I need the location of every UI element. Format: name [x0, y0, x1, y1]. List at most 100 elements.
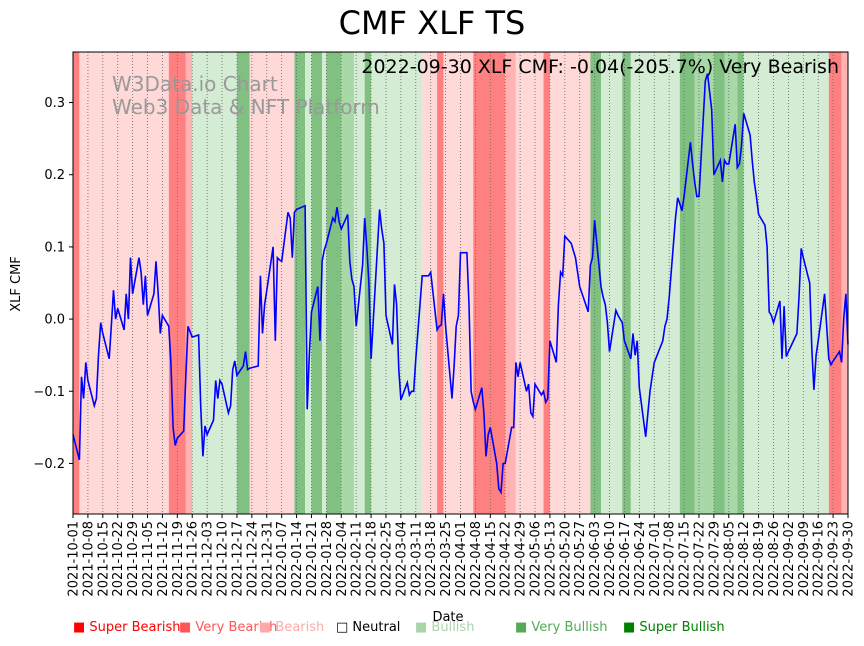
x-tick-label: 2022-01-28 — [320, 521, 335, 597]
regime-band-super_bullish — [737, 52, 744, 514]
x-tick-label: 2022-04-01 — [454, 521, 469, 597]
regime-band-super_bearish — [828, 52, 842, 514]
x-tick-label: 2021-11-19 — [171, 521, 186, 597]
x-tick-label: 2022-07-29 — [707, 521, 722, 597]
x-tick-label: 2022-05-06 — [529, 521, 544, 597]
chart-annotation: 2022-09-30 XLF CMF: -0.04(-205.7%) Very … — [361, 56, 839, 78]
x-tick-label: 2022-05-20 — [558, 521, 573, 597]
x-tick-label: 2021-11-26 — [186, 521, 201, 597]
y-axis-label: XLF CMF — [9, 256, 24, 312]
regime-band-very_bullish — [724, 52, 738, 514]
x-tick-label: 2022-05-27 — [573, 521, 588, 597]
x-axis-label: Date — [432, 610, 463, 625]
x-tick-label: 2022-09-09 — [797, 521, 812, 597]
regime-band-super_bullish — [311, 52, 323, 514]
y-tick-label: 0.3 — [44, 96, 65, 111]
regime-band-super_bullish — [236, 52, 250, 514]
regime-band-very_bullish — [694, 52, 714, 514]
x-tick-label: 2021-12-17 — [230, 521, 245, 597]
y-tick-label: −0.1 — [33, 385, 65, 400]
x-tick-label: 2022-07-15 — [678, 521, 693, 597]
legend-item: ■ Super Bullish — [623, 620, 725, 635]
y-tick-label: 0.1 — [44, 240, 65, 255]
x-tick-label: 2021-10-15 — [96, 521, 111, 597]
legend-item: ■ Bearish — [259, 620, 324, 635]
regime-bands — [73, 52, 848, 514]
legend-label: Bullish — [431, 620, 475, 635]
regime-band-bullish — [192, 52, 237, 514]
regime-band-super_bullish — [679, 52, 695, 514]
x-tick-label: 2022-03-11 — [409, 521, 424, 597]
watermark-line-2: Web3 Data & NFT Platform — [112, 95, 380, 119]
regime-band-super_bearish — [437, 52, 444, 514]
x-tick-label: 2021-11-05 — [141, 521, 156, 597]
x-tick-label: 2021-10-08 — [81, 521, 96, 597]
legend-swatch: ■ — [415, 620, 432, 635]
legend-item: ■ Very Bullish — [515, 620, 607, 635]
regime-band-bullish — [322, 52, 327, 514]
legend-swatch: □ — [336, 620, 353, 635]
legend-label: Super Bullish — [639, 620, 725, 635]
x-tick-label: 2022-02-25 — [379, 521, 394, 597]
x-tick-label: 2022-07-01 — [648, 521, 663, 597]
x-tick-label: 2021-12-10 — [216, 521, 231, 597]
x-axis: 2021-10-01 2021-10-08 2021-10-15 2021-10-22… — [67, 514, 857, 597]
regime-band-super_bullish — [713, 52, 725, 514]
x-tick-label: 2022-02-04 — [335, 521, 350, 597]
x-tick-label: 2021-12-03 — [201, 521, 216, 597]
y-tick-label: 0.2 — [44, 168, 65, 183]
legend-swatch: ■ — [73, 620, 90, 635]
y-axis: −0.2 −0.1 0.0 0.1 0.2 0.3 — [33, 96, 73, 472]
regime-band-bullish — [371, 52, 423, 514]
x-tick-label: 2021-12-24 — [245, 521, 260, 597]
x-tick-label: 2022-08-12 — [737, 521, 752, 597]
x-tick-label: 2022-03-25 — [439, 521, 454, 597]
y-tick-label: 0.0 — [44, 313, 65, 328]
x-tick-label: 2021-12-31 — [260, 521, 275, 597]
series-line — [72, 73, 849, 495]
x-tick-label: 2022-09-23 — [827, 521, 842, 597]
regime-band-bearish — [549, 52, 591, 514]
legend-item: ■ Bullish — [415, 620, 474, 635]
x-tick-label: 2021-10-22 — [111, 521, 126, 597]
legend-label: Super Bearish — [89, 620, 181, 635]
x-tick-label: 2022-03-04 — [394, 521, 409, 597]
regime-band-bullish — [743, 52, 829, 514]
x-tick-label: 2022-02-18 — [365, 521, 380, 597]
x-tick-label: 2022-04-29 — [514, 521, 529, 597]
regime-band-super_bullish — [364, 52, 372, 514]
watermark: W3Data.io Chart Web3 Data & NFT Platform — [112, 72, 380, 119]
regime-band-very_bearish — [505, 52, 516, 514]
x-tick-label: 2021-10-29 — [126, 521, 141, 597]
regime-band-super_bullish — [326, 52, 342, 514]
x-tick-label: 2022-06-03 — [588, 521, 603, 597]
legend-label: Very Bearish — [195, 620, 278, 635]
x-tick-label: 2022-07-08 — [663, 521, 678, 597]
x-tick-label: 2021-11-12 — [156, 521, 171, 597]
regime-band-bullish — [305, 52, 312, 514]
x-tick-label: 2022-04-08 — [469, 521, 484, 597]
y-tick-label: −0.2 — [33, 457, 65, 472]
x-tick-label: 2022-03-18 — [424, 521, 439, 597]
x-tick-label: 2022-02-11 — [350, 521, 365, 597]
x-tick-label: 2022-06-24 — [633, 521, 648, 597]
regime-band-bullish — [601, 52, 623, 514]
regime-band-super_bullish — [294, 52, 306, 514]
x-tick-label: 2022-01-21 — [305, 521, 320, 597]
legend-label: Bearish — [275, 620, 325, 635]
x-tick-label: 2022-07-22 — [692, 521, 707, 597]
legend-swatch: ■ — [623, 620, 640, 635]
regime-band-very_bearish — [841, 52, 848, 514]
x-tick-label: 2022-04-22 — [499, 521, 514, 597]
x-tick-label: 2022-01-14 — [290, 521, 305, 597]
x-tick-label: 2022-09-02 — [782, 521, 797, 597]
legend-swatch: ■ — [179, 620, 196, 635]
regime-band-super_bullish — [590, 52, 602, 514]
x-tick-label: 2022-06-17 — [618, 521, 633, 597]
regime-band-bullish — [354, 52, 365, 514]
grid-lines — [72, 52, 849, 514]
legend-item: □ Neutral — [336, 620, 400, 635]
regime-band-very_bullish — [341, 52, 355, 514]
x-tick-label: 2022-08-05 — [722, 521, 737, 597]
x-tick-label: 2022-08-19 — [752, 521, 767, 597]
